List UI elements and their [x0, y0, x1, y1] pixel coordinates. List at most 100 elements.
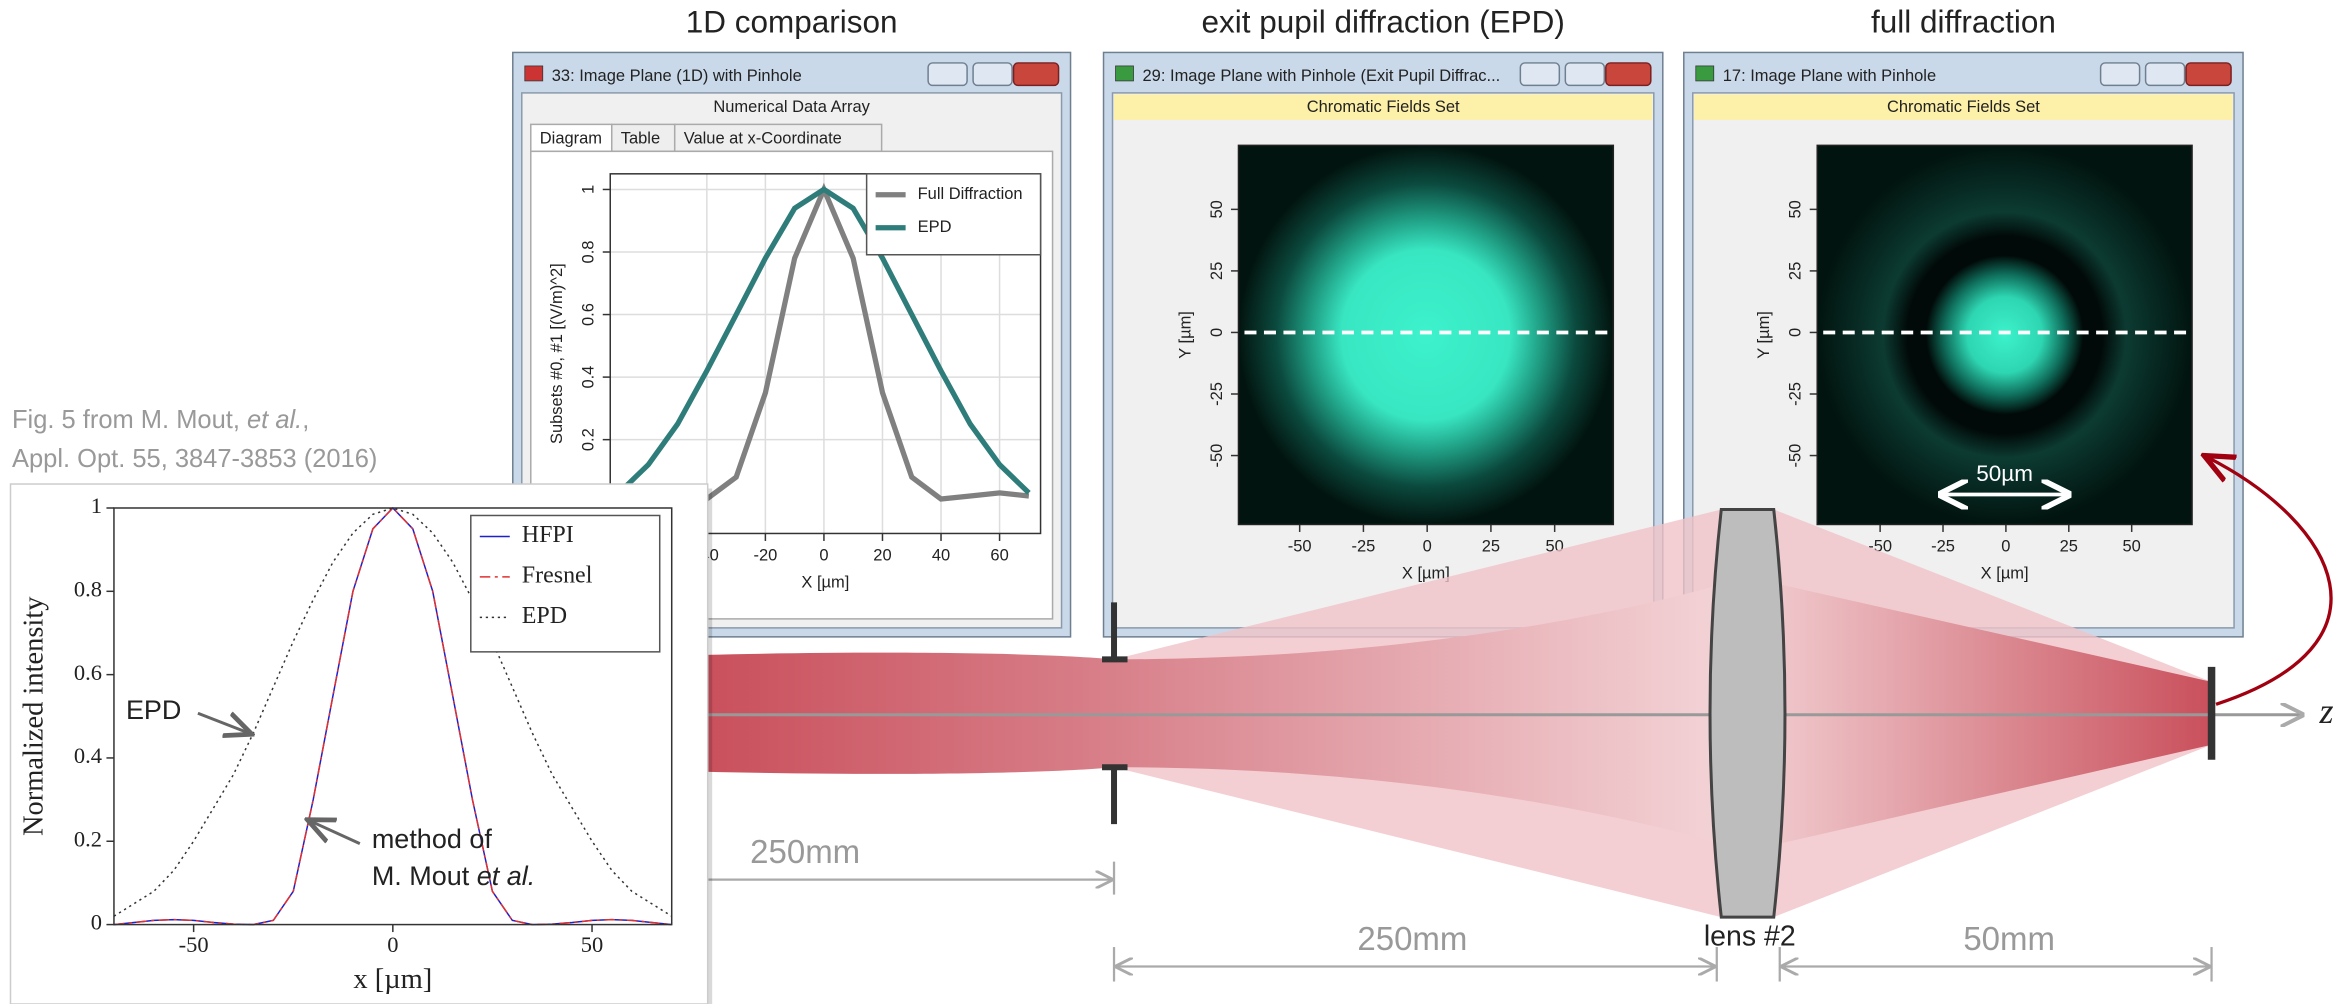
optical-diagram: z 250mm 250mm 50mm lens #2	[704, 457, 2334, 982]
x-axis-label: X [µm]	[801, 573, 849, 591]
lens-label: lens #2	[1704, 921, 1796, 953]
y-tick-label: 0	[1787, 328, 1805, 337]
tab[interactable]	[530, 123, 613, 153]
panel-label: Numerical Data Array	[713, 98, 870, 116]
plot-frame	[113, 507, 673, 926]
plot-frame	[609, 173, 1042, 535]
legend-label: HFPI	[522, 522, 574, 548]
y-tick-label: 50	[1787, 200, 1805, 218]
panel-band	[1694, 94, 2233, 120]
y-tick-label: 0.2	[74, 826, 102, 851]
y-axis-label: Normalized intensity	[19, 596, 50, 836]
series-line	[113, 506, 672, 926]
x-tick-label: -25	[1352, 537, 1376, 555]
x-tick-label: 25	[1482, 537, 1500, 555]
caption-text: et al.	[247, 406, 302, 434]
y-axis-label: Y [µm]	[1755, 311, 1773, 359]
tab-label: Value at x-Coordinate	[684, 130, 842, 148]
paper-figure: Fig. 5 from M. Mout, et al., Appl. Opt. …	[9, 406, 713, 1004]
y-tick-label: 0	[1208, 328, 1226, 337]
window-title: 33: Image Plane (1D) with Pinhole	[552, 67, 802, 85]
x-tick-label: 50	[2123, 537, 2141, 555]
close-button[interactable]	[2185, 62, 2232, 87]
y-tick-label: 1	[580, 185, 598, 194]
tab-label: Diagram	[540, 130, 602, 148]
x-tick-label: 60	[990, 546, 1008, 564]
x-tick-label: 0	[1423, 537, 1432, 555]
x-tick-label: 0	[387, 932, 398, 957]
annotation-arrow	[307, 820, 361, 846]
annotation: M. Mout et al.	[372, 861, 535, 891]
y-tick-label: 25	[1208, 262, 1226, 280]
y-tick-label: 0.8	[580, 241, 598, 264]
panel-title: exit pupil diffraction (EPD)	[1202, 4, 1565, 39]
x-tick-label: 40	[932, 546, 950, 564]
y-tick-label: 0.4	[580, 366, 598, 389]
caption-text: ,	[302, 406, 309, 434]
y-tick-label: -25	[1208, 382, 1226, 406]
x-tick-label: -50	[1288, 537, 1312, 555]
annotation: EPD	[126, 695, 181, 725]
y-tick-label: 0	[91, 910, 102, 935]
series-line	[617, 186, 1031, 495]
x-axis-label: X [µm]	[1402, 564, 1450, 582]
window-button[interactable]	[1519, 62, 1561, 87]
y-tick-label: -50	[1208, 444, 1226, 468]
legend	[470, 514, 661, 653]
y-tick-label: 0.6	[74, 660, 102, 685]
plot-frame	[1816, 144, 2193, 526]
annotation-text: et al.	[477, 861, 535, 891]
y-tick-label: 0.4	[74, 743, 102, 768]
legend-label: Full Diffraction	[918, 185, 1023, 203]
panel-band	[523, 94, 1061, 120]
caption-text: Fig. 5 from M. Mout,	[12, 406, 247, 434]
y-tick-label: 0.2	[580, 428, 598, 451]
y-tick-label: 25	[1787, 262, 1805, 280]
y-tick-label: 50	[1208, 200, 1226, 218]
x-tick-label: -50	[179, 932, 209, 957]
window-button[interactable]	[972, 62, 1013, 87]
distance-label: 250mm	[1357, 920, 1467, 957]
panel-title: full diffraction	[1871, 4, 2056, 39]
window-button[interactable]	[2144, 62, 2186, 87]
panel-title: 1D comparison	[686, 4, 898, 39]
y-tick-label: 0.6	[580, 303, 598, 326]
x-tick-label: 0	[2001, 537, 2010, 555]
annotation-text: M. Mout	[372, 861, 477, 891]
lens	[1708, 507, 1787, 919]
scale-label: 50µm	[1976, 461, 2033, 486]
window-title: 17: Image Plane with Pinhole	[1723, 67, 1936, 85]
x-tick-label: 25	[2060, 537, 2078, 555]
window-button[interactable]	[2099, 62, 2141, 87]
x-tick-label: 50	[581, 932, 603, 957]
x-tick-label: -25	[1931, 537, 1955, 555]
y-tick-label: 0.8	[74, 576, 102, 601]
window-icon	[1695, 65, 1715, 82]
window-button[interactable]	[1564, 62, 1606, 87]
panel-label: Chromatic Fields Set	[1307, 98, 1460, 116]
window-icon	[524, 65, 544, 82]
field-image	[1817, 145, 2193, 525]
distance-label: 50mm	[1963, 920, 2055, 957]
window-button[interactable]	[927, 62, 968, 87]
y-axis-label: Y [µm]	[1176, 311, 1194, 359]
field-image	[1238, 145, 1614, 525]
x-axis-label: x [µm]	[353, 964, 432, 995]
distance-label: 250mm	[750, 833, 860, 870]
legend-label: EPD	[918, 218, 952, 236]
legend-label: Fresnel	[522, 562, 593, 588]
close-button[interactable]	[1012, 62, 1060, 87]
plot-frame	[1237, 144, 1615, 526]
close-button[interactable]	[1605, 62, 1652, 87]
x-tick-label: 0	[819, 546, 828, 564]
series-line	[113, 507, 672, 917]
y-axis-label: Subsets #0, #1 [(V/m)^2]	[548, 263, 566, 444]
x-tick-label: 20	[873, 546, 891, 564]
window-icon	[1115, 65, 1134, 82]
panel-label: Chromatic Fields Set	[1887, 98, 2040, 116]
y-tick-label: 1	[91, 493, 102, 518]
x-tick-label: -20	[753, 546, 777, 564]
y-tick-label: -50	[1787, 444, 1805, 468]
x-axis-label: X [µm]	[1981, 564, 2029, 582]
